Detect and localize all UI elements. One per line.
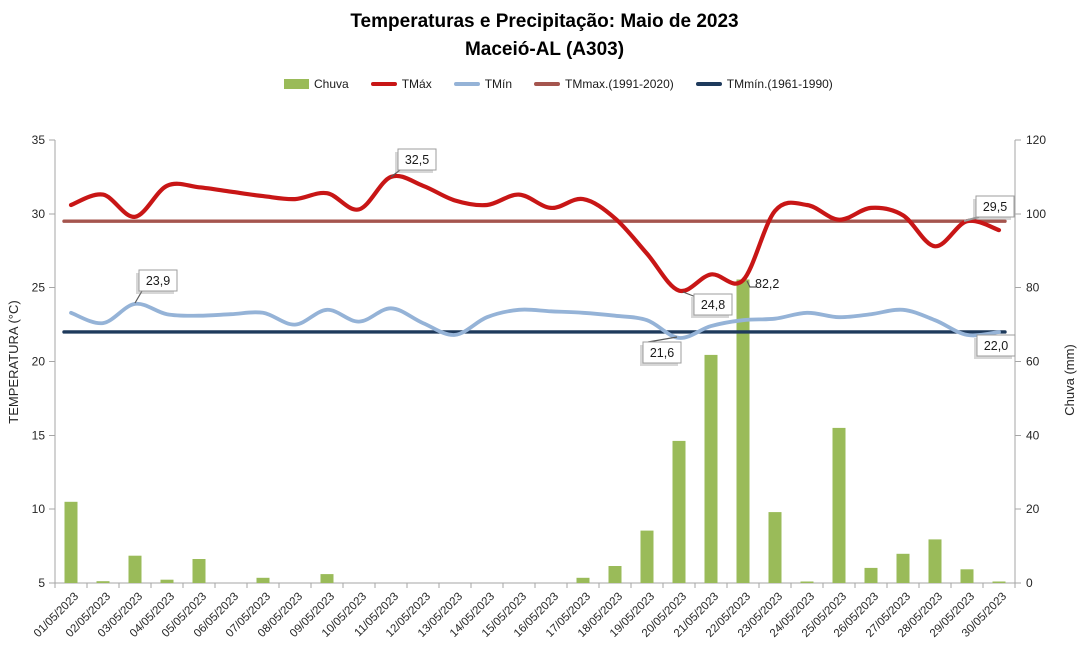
rain-bar [896,553,910,583]
label-text: 22,0 [984,339,1008,353]
right-tick-label: 100 [1026,207,1046,221]
label-text: 82,2 [755,277,779,291]
rain-bar [64,501,78,583]
label-box [976,334,1016,357]
left-tick-label: 25 [32,281,46,295]
legend-swatch-line [370,82,397,86]
legend-swatch-bar [284,79,309,89]
legend-swatch-line [534,82,561,86]
label-text: 32,5 [405,153,429,167]
tmax-line [68,173,1002,294]
rain-bar [800,581,814,583]
rain-bar [640,530,654,583]
rain-bar [704,354,718,583]
rain-bar [928,539,942,583]
data-label-21-6: 21,6 [640,336,682,366]
rain-bar [192,559,206,583]
rain-bars [64,279,1006,583]
legend-item-tm-x[interactable]: TMáx [370,77,432,91]
chart-title: Temperaturas e Precipitação: Maio de 202… [0,8,1089,64]
right-tick-label: 120 [1026,133,1046,147]
axis-titles: TEMPERATURA (°C) Chuva (mm) [6,300,1077,423]
legend-item-tmm-n-1961-1990-[interactable]: TMmín.(1961-1990) [695,77,833,91]
legend-label: TMín [484,77,513,91]
rain-bar [768,512,782,583]
legend-swatch-line [453,82,480,86]
data-label-22-0: 22,0 [974,334,1016,359]
x-axis-labels: 01/05/202302/05/202303/05/202304/05/2023… [32,591,1009,640]
left-tick-label: 10 [32,502,46,516]
label-box [642,341,682,364]
legend-label: TMmín.(1961-1990) [726,77,833,91]
legend: Chuva TMáx TMín TMmax.(1991-2020) TMmín.(196… [284,77,833,91]
right-axis-title: Chuva (mm) [1062,344,1077,416]
label-text: 24,8 [701,298,725,312]
left-tick-label: 5 [38,576,45,590]
data-label-29-5: 29,5 [963,195,1015,222]
axes: 5 10 15 20 25 30 35 0 20 40 60 80 100 120 [32,133,1047,590]
right-tick-label: 40 [1026,428,1040,442]
rain-bar [160,579,174,583]
right-tick-label: 80 [1026,281,1040,295]
rain-bar [960,569,974,583]
label-text: 23,9 [146,274,170,288]
legend-label: TMáx [401,77,432,91]
right-tick-label: 0 [1026,576,1033,590]
legend-item-tm-n[interactable]: TMín [453,77,513,91]
rain-bar [992,581,1006,583]
rain-bar [672,440,686,583]
label-leader-line [134,290,143,304]
chart-title-line2: Maceió-AL (A303) [464,39,625,60]
label-box [397,148,437,171]
legend-item-chuva[interactable]: Chuva [284,77,349,91]
legend-swatch-line [695,82,722,86]
data-label-82-2: 82,2 [746,277,779,291]
label-box [693,293,733,316]
label-leader-line [647,336,678,343]
label-text: 21,6 [650,346,674,360]
left-tick-label: 15 [32,428,46,442]
left-axis-title: TEMPERATURA (°C) [6,300,21,423]
data-label-24-8: 24,8 [682,291,733,318]
right-tick-label: 20 [1026,502,1040,516]
chart-title-line1: Temperaturas e Precipitação: Maio de 202… [350,11,739,32]
label-text: 29,5 [983,200,1007,214]
left-tick-label: 30 [32,207,46,221]
legend-label: TMmax.(1991-2020) [565,77,674,91]
label-leader-line [746,280,756,288]
legend-item-tmmax-1991-2020-[interactable]: TMmax.(1991-2020) [534,77,674,91]
tmin-line [69,301,1001,340]
right-tick-label: 60 [1026,355,1040,369]
left-tick-label: 20 [32,355,46,369]
label-leader-line [963,216,980,222]
rain-bar [576,577,590,583]
rain-bar [736,279,750,583]
label-box [975,195,1015,218]
rain-bar [832,427,846,583]
rain-bar [864,567,878,583]
left-tick-label: 35 [32,133,46,147]
rain-bar [320,574,334,583]
data-label-32-5: 32,5 [390,148,437,178]
label-leader-line [390,169,401,178]
rain-bar [256,577,270,583]
rain-bar [608,566,622,583]
legend-label: Chuva [314,77,349,91]
rain-bar [96,581,110,583]
annotations: 32,5 23,9 24,8 21,6 82,2 29,5 22,0 [134,148,1016,366]
label-box [138,269,178,292]
rain-bar [128,555,142,583]
data-label-23-9: 23,9 [134,269,178,304]
